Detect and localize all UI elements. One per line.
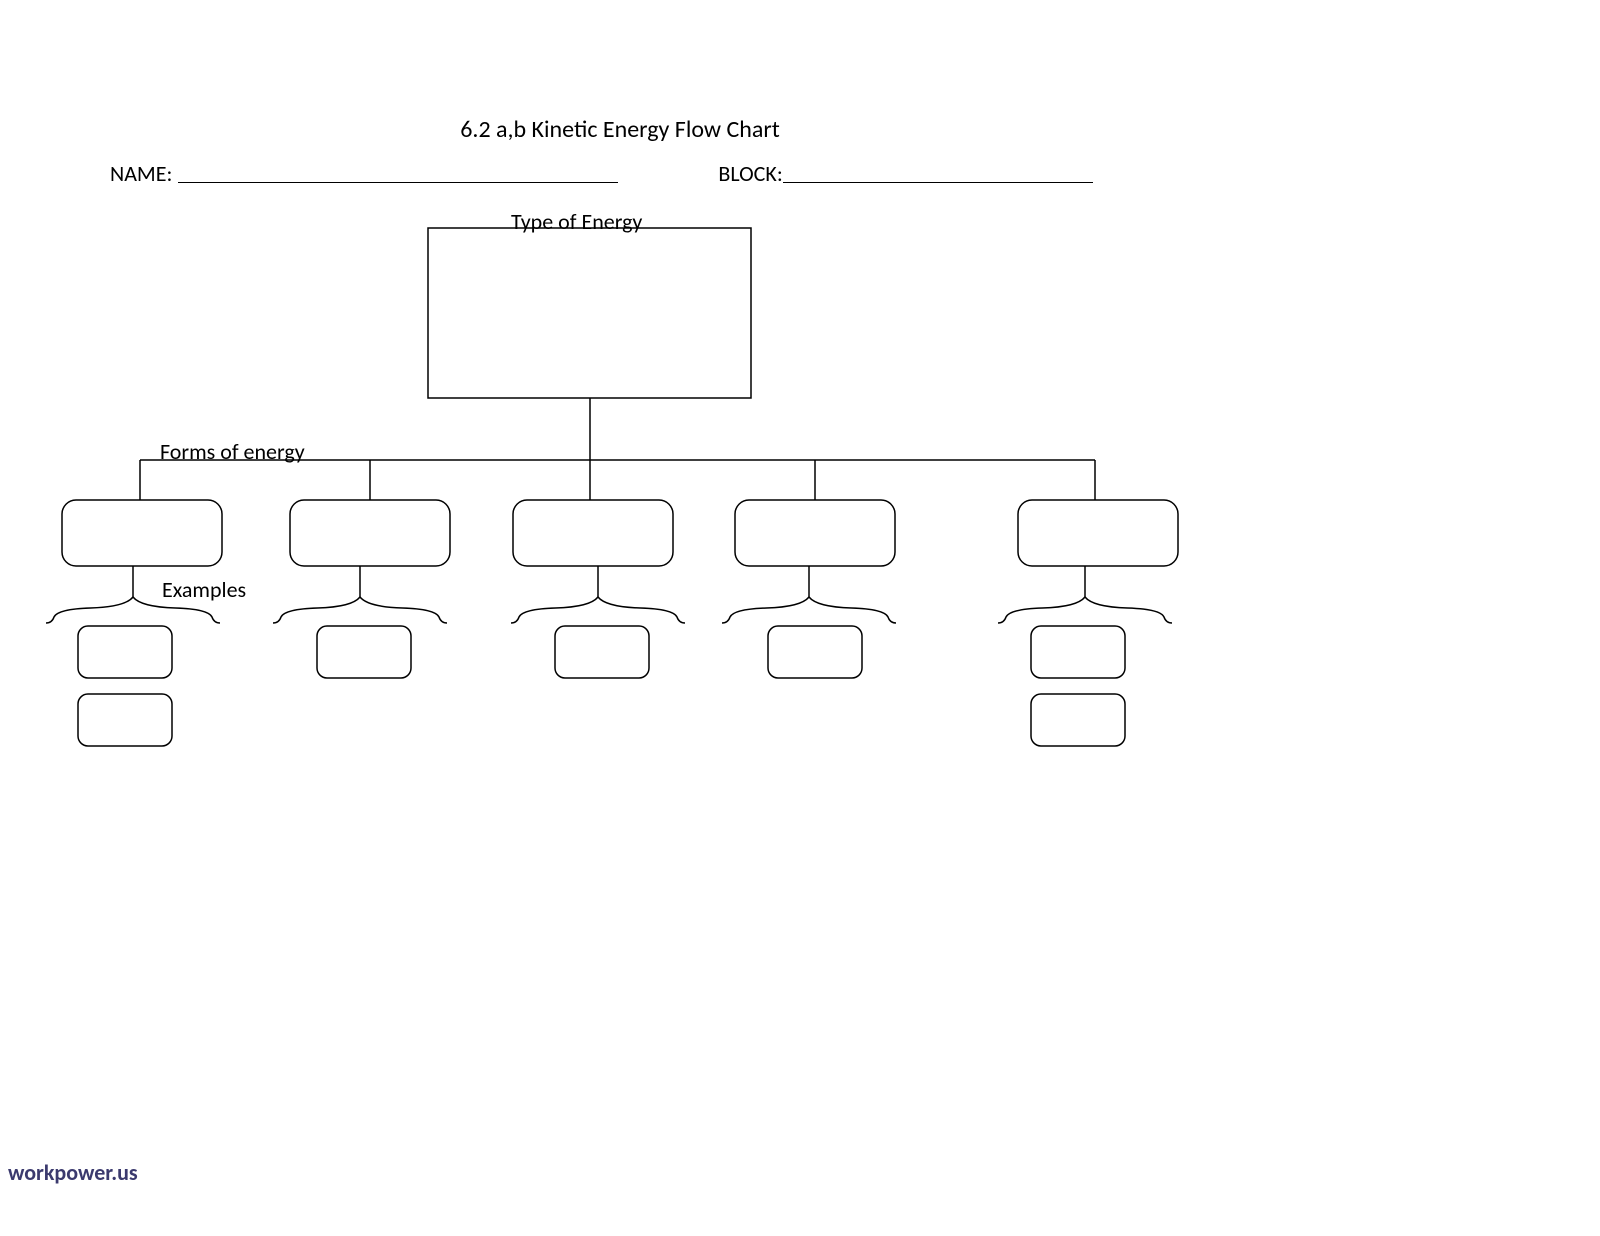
flowchart-svg bbox=[0, 0, 1600, 1236]
watermark: workpower.us bbox=[8, 1159, 138, 1186]
